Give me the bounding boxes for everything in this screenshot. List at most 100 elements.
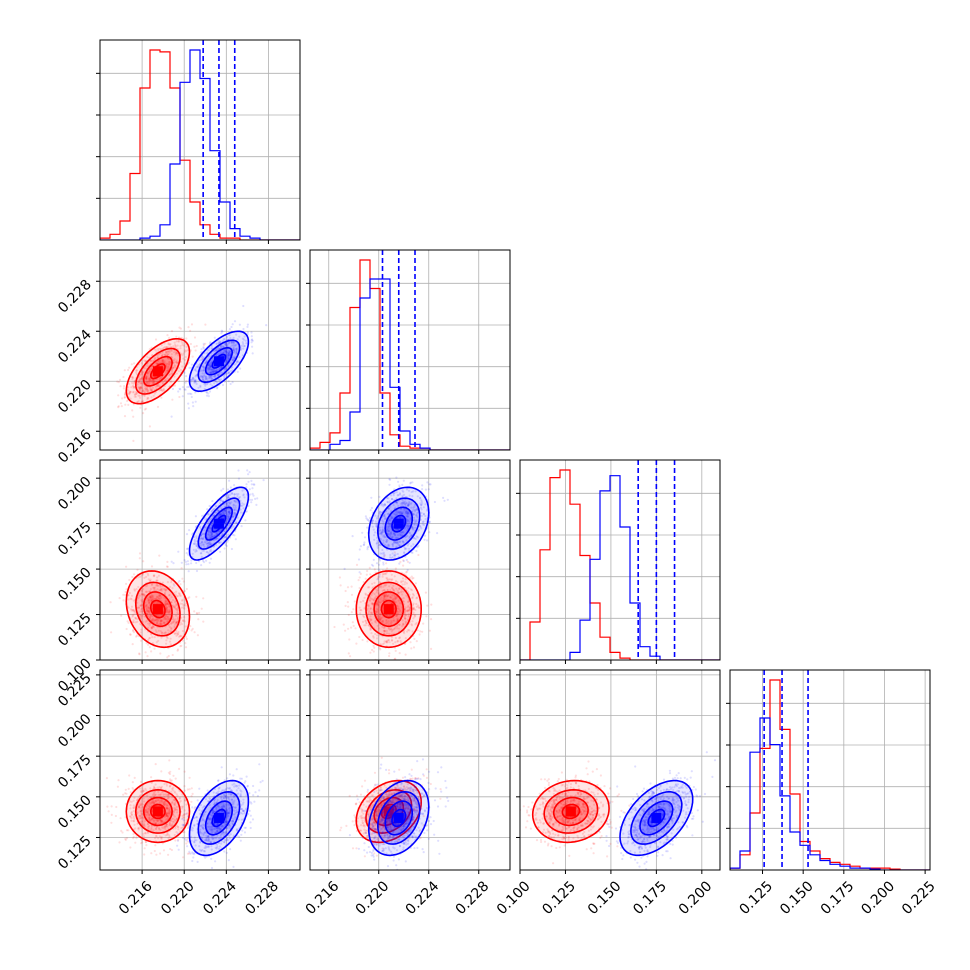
scatter-point — [212, 513, 215, 517]
scatter-point — [411, 620, 414, 623]
scatter-point — [227, 513, 230, 516]
scatter-point — [227, 501, 230, 504]
scatter-point — [233, 484, 236, 487]
scatter-point — [145, 376, 148, 379]
scatter-point — [384, 504, 387, 507]
scatter-point — [144, 620, 147, 623]
scatter-point — [155, 597, 158, 601]
scatter-point — [216, 342, 219, 345]
scatter-point — [129, 397, 132, 400]
scatter-point — [189, 342, 192, 346]
scatter-point — [231, 515, 235, 518]
scatter-point — [183, 770, 186, 773]
scatter-point — [443, 499, 446, 502]
scatter-point — [122, 599, 125, 602]
scatter-point — [128, 392, 131, 395]
scatter-point — [378, 600, 381, 604]
scatter-point — [131, 629, 135, 633]
scatter-point — [352, 624, 355, 628]
scatter-point — [394, 506, 397, 509]
scatter-point — [140, 599, 143, 602]
scatter-point — [375, 591, 378, 594]
scatter-point — [209, 364, 212, 367]
scatter-point — [150, 354, 154, 357]
histogram-series-0 — [310, 259, 510, 450]
panel-content — [100, 670, 300, 870]
scatter-point — [216, 537, 219, 540]
scatter-point — [428, 521, 431, 524]
scatter-point — [179, 594, 182, 598]
scatter-point — [422, 512, 425, 516]
panel-frame — [99, 249, 301, 451]
scatter-point — [175, 620, 178, 623]
scatter-point — [160, 396, 163, 399]
scatter-point — [115, 805, 118, 809]
scatter-point — [429, 483, 432, 486]
scatter-point — [383, 503, 386, 506]
scatter-point — [134, 621, 137, 624]
scatter-point — [150, 626, 153, 629]
scatter-point — [228, 341, 231, 345]
scatter-point — [208, 527, 211, 530]
peak-marker-series-1 — [213, 518, 224, 529]
scatter-point — [175, 622, 178, 625]
scatter-point — [148, 377, 151, 380]
scatter-point — [141, 394, 144, 397]
scatter-point — [389, 589, 392, 592]
scatter-point — [212, 370, 215, 373]
scatter-point — [394, 569, 397, 573]
scatter-point — [230, 341, 234, 344]
scatter-point — [184, 604, 187, 607]
scatter-point — [232, 515, 235, 518]
scatter-point — [152, 626, 155, 629]
scatter-point — [242, 342, 245, 346]
scatter-point — [404, 617, 407, 620]
scatter-point — [168, 593, 171, 597]
scatter-point — [232, 358, 235, 362]
scatter-point — [255, 503, 258, 506]
scatter-point — [390, 556, 393, 560]
scatter-point — [421, 484, 424, 487]
scatter-point — [250, 498, 254, 501]
scatter-point — [378, 616, 381, 619]
scatter-point — [222, 510, 225, 513]
scatter-point — [159, 347, 163, 350]
scatter-point — [361, 620, 365, 624]
scatter-point — [164, 351, 168, 354]
scatter-point — [193, 380, 196, 383]
scatter-point — [128, 366, 131, 369]
scatter-point — [211, 523, 214, 526]
scatter-point — [359, 609, 362, 612]
scatter-point — [233, 351, 236, 354]
scatter-point — [155, 641, 158, 644]
scatter-point — [219, 541, 222, 544]
scatter-point — [403, 527, 407, 530]
scatter-point — [207, 395, 210, 398]
scatter-point — [136, 383, 139, 386]
scatter-point — [385, 618, 388, 622]
scatter-point — [128, 591, 131, 595]
scatter-point — [215, 532, 218, 536]
scatter-point — [369, 607, 372, 610]
scatter-point — [387, 594, 390, 597]
scatter-point — [174, 345, 177, 348]
scatter-point — [370, 611, 373, 614]
scatter-point — [364, 515, 367, 518]
scatter-point — [383, 515, 387, 518]
scatter-point — [147, 610, 150, 613]
scatter-point — [227, 507, 230, 510]
scatter-point — [135, 588, 138, 591]
scatter-point — [146, 398, 149, 401]
scatter-point — [137, 394, 140, 397]
scatter-point — [388, 585, 391, 588]
scatter-point — [228, 510, 232, 513]
scatter-point — [237, 469, 240, 472]
scatter-point — [209, 368, 212, 371]
scatter-point — [217, 373, 220, 376]
scatter-point — [207, 530, 210, 533]
scatter-point — [409, 641, 412, 644]
scatter-point — [433, 500, 436, 504]
scatter-point — [170, 601, 173, 604]
scatter-point — [163, 616, 166, 619]
scatter-point — [392, 598, 395, 601]
